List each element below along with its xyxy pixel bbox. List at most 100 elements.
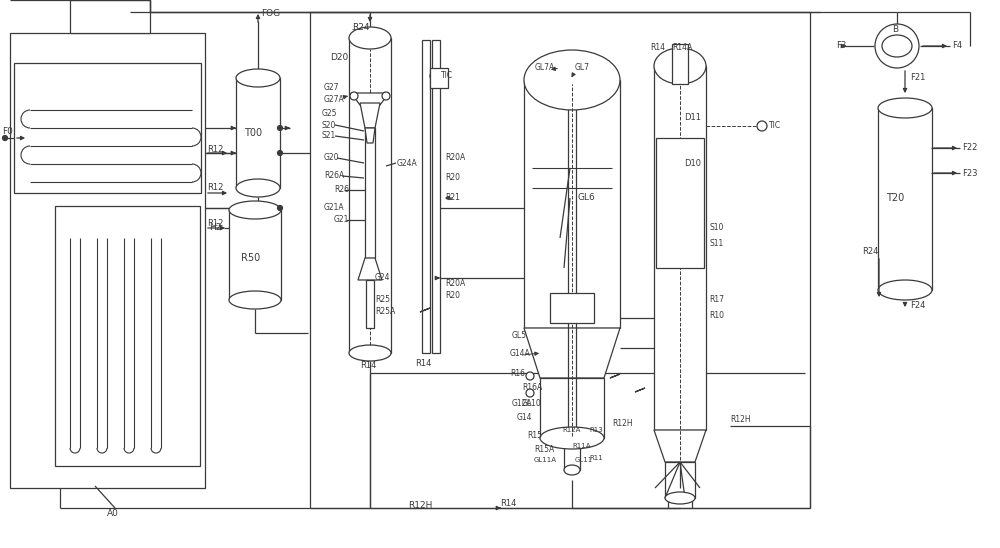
Ellipse shape xyxy=(564,465,580,475)
Text: S11: S11 xyxy=(709,238,723,248)
Text: D10: D10 xyxy=(684,158,701,168)
Text: TIC: TIC xyxy=(769,122,781,130)
Text: S20: S20 xyxy=(322,121,336,129)
Bar xyxy=(665,462,695,498)
Text: R12H: R12H xyxy=(730,415,751,425)
Text: F0: F0 xyxy=(2,127,13,135)
Ellipse shape xyxy=(878,280,932,300)
Circle shape xyxy=(2,135,8,140)
Circle shape xyxy=(430,71,440,81)
Bar xyxy=(550,293,594,323)
Text: R16: R16 xyxy=(510,368,525,378)
Bar xyxy=(229,210,281,300)
Ellipse shape xyxy=(236,179,280,197)
Bar xyxy=(430,68,448,88)
Text: R50: R50 xyxy=(241,253,260,263)
Bar xyxy=(432,40,440,353)
Circle shape xyxy=(875,24,919,68)
Bar xyxy=(55,206,200,466)
Polygon shape xyxy=(654,430,706,462)
Text: GL7: GL7 xyxy=(575,64,590,72)
Ellipse shape xyxy=(236,69,280,87)
Text: G14A: G14A xyxy=(510,349,531,357)
Bar xyxy=(14,63,201,193)
Text: G21: G21 xyxy=(334,215,349,225)
Text: TIC: TIC xyxy=(441,71,453,81)
Text: F23: F23 xyxy=(962,168,978,178)
Bar xyxy=(654,66,706,430)
Text: R12H: R12H xyxy=(612,419,633,427)
Bar xyxy=(564,438,580,470)
Text: GL6: GL6 xyxy=(577,193,595,203)
Circle shape xyxy=(278,151,283,156)
Circle shape xyxy=(757,121,767,131)
Text: GL5: GL5 xyxy=(512,330,527,340)
Text: D20: D20 xyxy=(330,54,348,62)
Text: R13: R13 xyxy=(589,427,603,433)
Ellipse shape xyxy=(654,48,706,84)
Text: R12H: R12H xyxy=(408,500,432,510)
Bar xyxy=(365,128,375,258)
Text: G14: G14 xyxy=(517,413,532,421)
Bar xyxy=(672,44,688,84)
Bar xyxy=(70,0,150,33)
Text: R26A: R26A xyxy=(324,172,344,180)
Bar xyxy=(878,108,932,290)
Text: F22: F22 xyxy=(962,144,977,152)
Circle shape xyxy=(382,92,390,100)
Text: T20: T20 xyxy=(886,193,904,203)
Ellipse shape xyxy=(349,345,391,361)
Text: R11: R11 xyxy=(589,455,603,461)
Text: R24: R24 xyxy=(352,22,370,31)
Text: R12: R12 xyxy=(207,219,223,227)
Text: F24: F24 xyxy=(910,301,925,311)
Text: R16A: R16A xyxy=(522,384,542,392)
Text: R12A: R12A xyxy=(562,427,580,433)
Polygon shape xyxy=(365,128,375,143)
Text: R14A: R14A xyxy=(672,43,692,53)
Text: R14: R14 xyxy=(415,358,431,368)
Bar xyxy=(10,33,205,488)
Bar xyxy=(422,40,430,353)
Text: G24A: G24A xyxy=(397,158,418,168)
Circle shape xyxy=(526,372,534,380)
Text: R20A: R20A xyxy=(445,153,465,163)
Bar xyxy=(540,378,604,438)
Polygon shape xyxy=(360,103,380,128)
Text: R26: R26 xyxy=(334,186,349,195)
Text: F4: F4 xyxy=(952,42,962,50)
Text: G25: G25 xyxy=(322,109,338,117)
Text: FOG: FOG xyxy=(261,9,280,19)
Circle shape xyxy=(350,92,358,100)
Text: H2: H2 xyxy=(209,224,221,232)
Text: B: B xyxy=(892,26,898,35)
Text: F3: F3 xyxy=(836,42,846,50)
Ellipse shape xyxy=(540,427,604,449)
Circle shape xyxy=(526,389,534,397)
Text: G21A: G21A xyxy=(324,203,345,212)
Polygon shape xyxy=(610,374,620,378)
Ellipse shape xyxy=(524,50,620,110)
Text: G27: G27 xyxy=(324,83,340,93)
Text: A0: A0 xyxy=(107,510,119,518)
Text: R24: R24 xyxy=(862,248,878,256)
Text: R14: R14 xyxy=(650,43,665,53)
Bar xyxy=(656,138,704,268)
Ellipse shape xyxy=(878,98,932,118)
Text: R12: R12 xyxy=(207,145,223,153)
Text: T00: T00 xyxy=(244,128,262,138)
Ellipse shape xyxy=(665,492,695,504)
Text: R10: R10 xyxy=(709,311,724,321)
Circle shape xyxy=(278,125,283,130)
Text: R11A: R11A xyxy=(572,443,590,449)
Text: G12A: G12A xyxy=(512,398,533,408)
Text: D11: D11 xyxy=(684,113,701,123)
Text: GL7A: GL7A xyxy=(535,64,555,72)
Text: R25: R25 xyxy=(375,295,390,305)
Polygon shape xyxy=(635,388,645,392)
Text: S21: S21 xyxy=(322,132,336,140)
Polygon shape xyxy=(524,328,620,378)
Bar xyxy=(524,80,620,328)
Text: R15: R15 xyxy=(527,431,542,441)
Text: R20: R20 xyxy=(445,292,460,300)
